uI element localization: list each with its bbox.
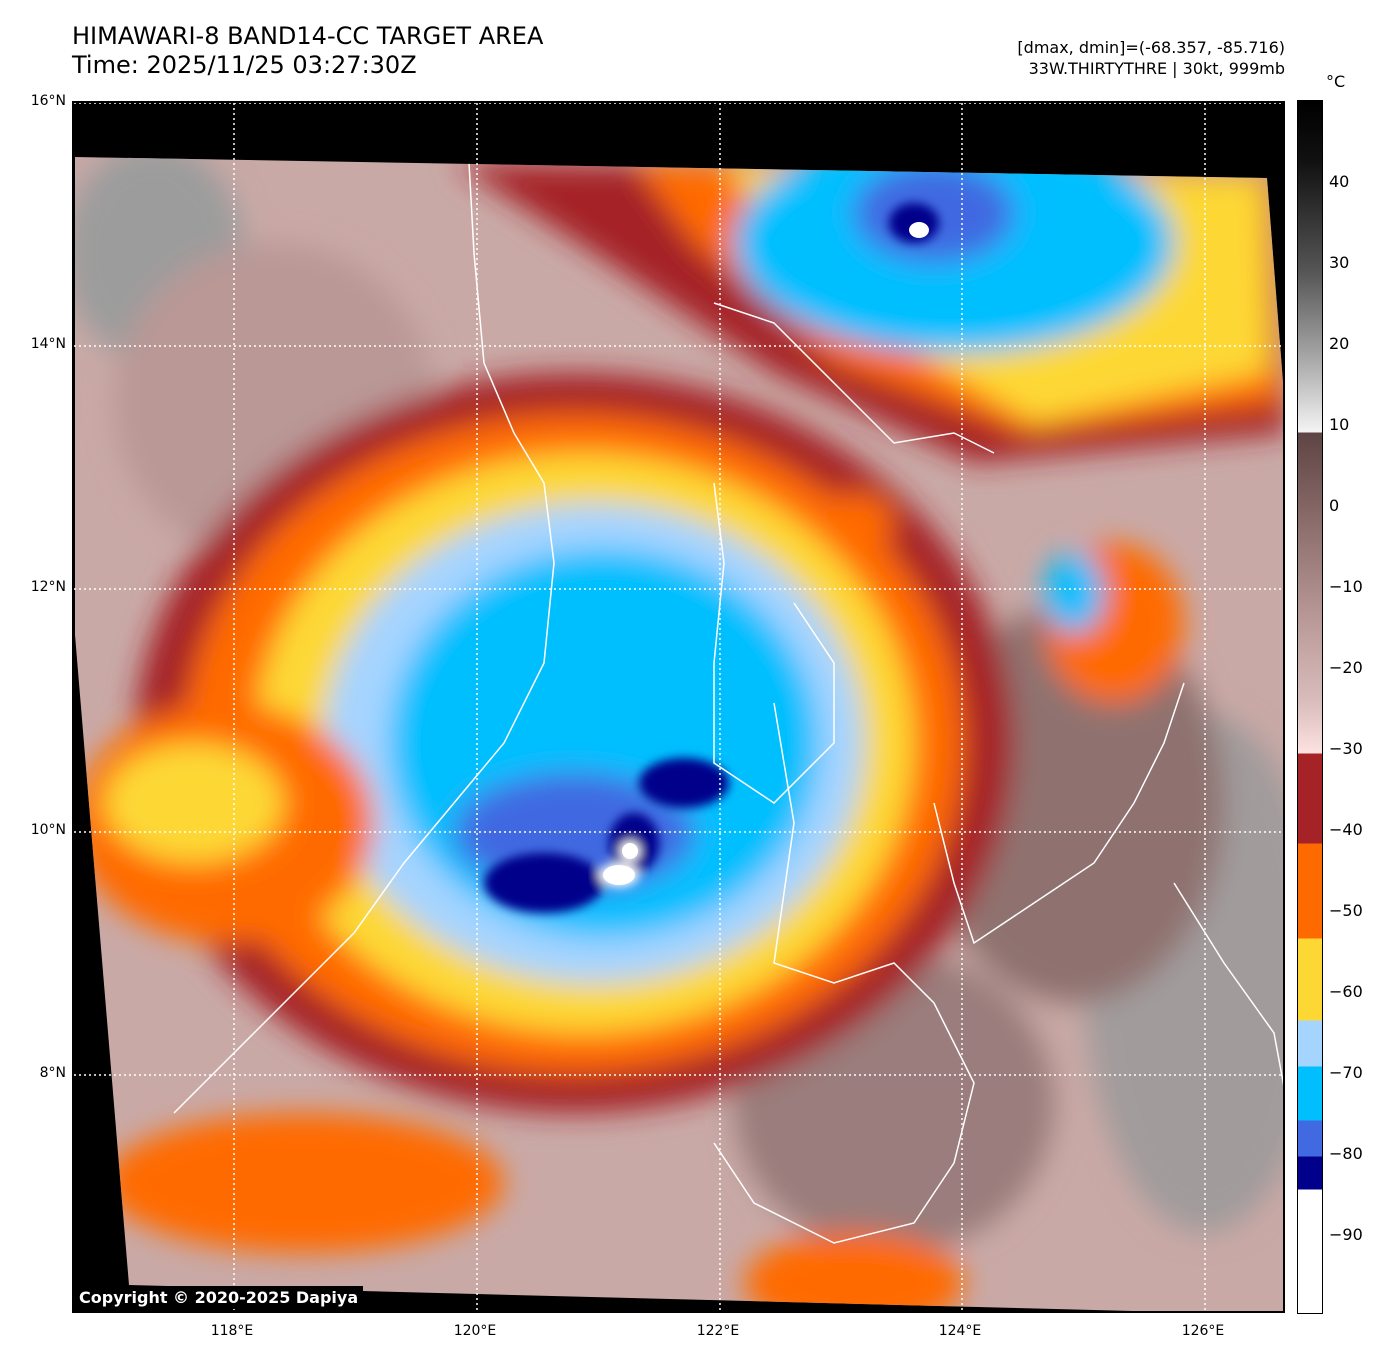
lat-label: 10°N <box>30 822 66 838</box>
lat-label: 12°N <box>30 579 66 595</box>
dmax-dmin-readout: [dmax, dmin]=(-68.357, -85.716) <box>1017 38 1285 57</box>
colorbar-tick-label: −80 <box>1329 1144 1363 1163</box>
gridlines <box>74 103 1283 1311</box>
colorbar-tick-label: −10 <box>1329 577 1363 596</box>
colorbar-tick-label: 0 <box>1329 496 1340 515</box>
satellite-imagery <box>74 103 1283 1311</box>
colorbar <box>1297 100 1323 1314</box>
colorbar-tick-label: −30 <box>1329 739 1363 758</box>
lat-label: 16°N <box>30 93 66 109</box>
colorbar-tick-label: 20 <box>1329 334 1350 353</box>
timestamp: Time: 2025/11/25 03:27:30Z <box>72 51 417 79</box>
lat-label: 8°N <box>39 1065 66 1081</box>
colorbar-tick-label: −40 <box>1329 820 1363 839</box>
colorbar-tick-label: 40 <box>1329 172 1350 191</box>
colorbar-tick-label: −50 <box>1329 901 1363 920</box>
copyright-label: Copyright © 2020-2025 Dapiya <box>74 1286 364 1309</box>
colorbar-tick-label: 10 <box>1329 415 1350 434</box>
lon-label: 118°E <box>210 1323 254 1339</box>
storm-info: 33W.THIRTYTHRE | 30kt, 999mb <box>1028 59 1285 78</box>
colorbar-tick-label: −90 <box>1329 1225 1363 1244</box>
colorbar-tick-label: 30 <box>1329 253 1350 272</box>
lat-label: 14°N <box>30 336 66 352</box>
satellite-map <box>72 101 1285 1313</box>
lon-label: 122°E <box>696 1323 740 1339</box>
colorbar-unit: °C <box>1326 72 1346 91</box>
lon-label: 120°E <box>453 1323 497 1339</box>
colorbar-tick-label: −70 <box>1329 1063 1363 1082</box>
colorbar-tick-label: −60 <box>1329 982 1363 1001</box>
colorbar-tick-label: −20 <box>1329 658 1363 677</box>
lon-label: 124°E <box>938 1323 982 1339</box>
chart-title: HIMAWARI-8 BAND14-CC TARGET AREA <box>72 22 544 50</box>
lon-label: 126°E <box>1181 1323 1225 1339</box>
